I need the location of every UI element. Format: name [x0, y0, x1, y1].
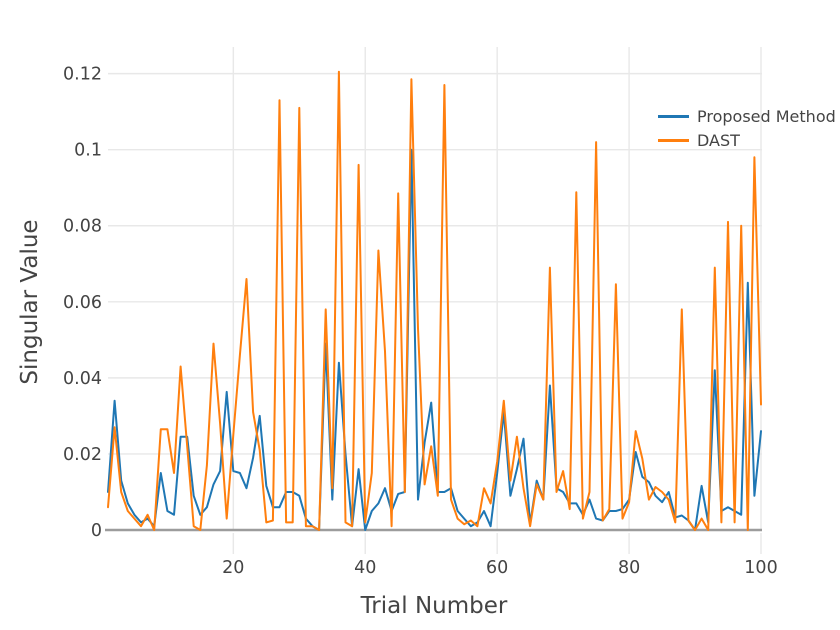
legend-label-proposed-method: Proposed Method	[697, 106, 836, 126]
x-axis-title: Trial Number	[360, 593, 508, 619]
y-tick-label: 0.02	[63, 445, 102, 465]
legend-swatch-proposed-method	[658, 114, 689, 118]
x-tick-label: 40	[354, 558, 376, 578]
legend-item-proposed-method[interactable]: Proposed Method	[658, 104, 836, 128]
y-tick-label: 0.08	[63, 217, 102, 237]
x-tick-label: 60	[486, 558, 508, 578]
x-tick-label: 80	[618, 558, 640, 578]
legend-label-dast: DAST	[697, 130, 740, 150]
y-tick-label: 0.12	[63, 65, 102, 85]
legend-swatch-dast	[658, 138, 689, 142]
y-tick-label: 0.06	[63, 293, 102, 313]
y-tick-label: 0.1	[74, 141, 102, 161]
series-line-proposed-method[interactable]	[107, 148, 762, 531]
x-tick-label: 20	[222, 558, 244, 578]
y-tick-label: 0	[91, 521, 102, 541]
y-axis-title: Singular Value	[17, 219, 43, 385]
series-line-dast[interactable]	[107, 70, 762, 531]
y-tick-label: 0.04	[63, 369, 102, 389]
x-tick-label: 100	[744, 558, 777, 578]
legend-item-dast[interactable]: DAST	[658, 128, 836, 152]
legend: Proposed Method DAST	[658, 104, 836, 152]
